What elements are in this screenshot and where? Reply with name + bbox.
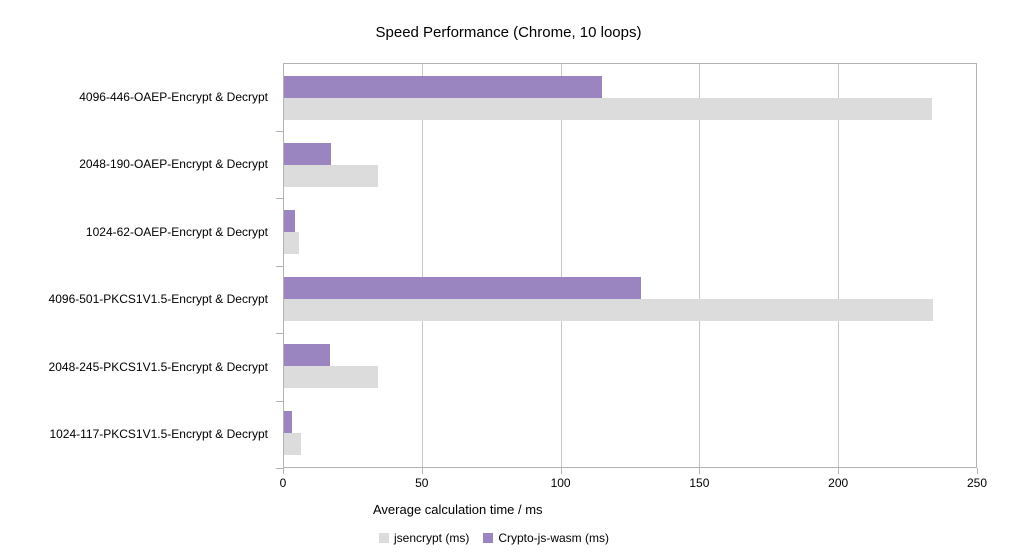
bar-jsencrypt — [284, 164, 379, 187]
gridline — [837, 64, 839, 467]
bar-jsencrypt — [284, 433, 301, 456]
bar-group — [284, 333, 976, 400]
bar-group — [284, 198, 976, 265]
category-label: 4096-446-OAEP-Encrypt & Decrypt — [79, 89, 268, 104]
x-axis-tick-labels: 0 50 100 150 200 250 — [279, 476, 987, 491]
bar-crypto-js-wasm — [284, 411, 293, 434]
category-label: 2048-245-PKCS1V1.5-Encrypt & Decrypt — [48, 359, 268, 374]
y-axis-tick — [276, 265, 284, 267]
category-label: 2048-190-OAEP-Encrypt & Decrypt — [79, 157, 268, 172]
plot-area — [283, 63, 977, 468]
bar-crypto-js-wasm — [284, 344, 330, 367]
chart-legend: jsencrypt (ms) Crypto-js-wasm (ms) — [0, 531, 988, 545]
x-axis-tick-label: 150 — [689, 476, 710, 490]
x-axis-title: Average calculation time / ms — [373, 502, 543, 517]
legend-label: Crypto-js-wasm (ms) — [498, 531, 609, 545]
bar-jsencrypt — [284, 231, 300, 254]
y-axis-tick — [276, 198, 284, 199]
bar-group — [284, 131, 976, 198]
x-axis-tick-label: 50 — [415, 476, 429, 490]
bar-crypto-js-wasm — [284, 75, 603, 98]
bar-group — [284, 64, 976, 131]
bar-crypto-js-wasm — [284, 142, 332, 165]
y-axis-tick — [276, 400, 284, 402]
x-axis-tick-label: 250 — [966, 476, 988, 490]
gridline — [422, 64, 424, 467]
gridline — [560, 64, 562, 467]
legend-item: jsencrypt (ms) — [378, 531, 470, 545]
x-axis-tick — [283, 468, 284, 474]
y-axis-tick — [276, 333, 284, 334]
y-axis-category-labels: 4096-446-OAEP-Encrypt & Decrypt 2048-190-… — [0, 63, 276, 468]
x-axis-tick — [421, 468, 423, 474]
legend-label: jsencrypt (ms) — [393, 531, 470, 545]
x-axis-tick — [838, 468, 840, 474]
category-label: 4096-501-PKCS1V1.5-Encrypt & Decrypt — [48, 292, 268, 307]
y-axis-tick — [276, 130, 284, 132]
x-axis-tick — [560, 468, 562, 474]
legend-swatch-jsencrypt — [378, 533, 389, 543]
x-axis-tick-label: 200 — [828, 476, 849, 490]
x-axis-ticks — [283, 468, 978, 474]
chart-title: Speed Performance (Chrome, 10 loops) — [375, 24, 642, 41]
bar-crypto-js-wasm — [284, 209, 296, 232]
y-axis-tick — [276, 468, 284, 469]
legend-swatch-crypto-js-wasm — [483, 533, 494, 543]
x-axis-tick — [977, 468, 978, 474]
legend-item: Crypto-js-wasm (ms) — [483, 531, 609, 545]
bar-jsencrypt — [284, 299, 934, 322]
bar-group — [284, 400, 976, 467]
bar-crypto-js-wasm — [284, 277, 642, 300]
x-axis-tick — [699, 468, 701, 474]
x-axis-tick-label: 100 — [550, 476, 571, 490]
x-axis-tick-label: 0 — [279, 476, 287, 490]
bar-jsencrypt — [284, 97, 932, 120]
category-label: 1024-117-PKCS1V1.5-Encrypt & Decrypt — [49, 427, 268, 442]
bar-group — [284, 266, 976, 333]
bar-jsencrypt — [284, 366, 379, 389]
gridline — [699, 64, 701, 467]
category-label: 1024-62-OAEP-Encrypt & Decrypt — [85, 224, 268, 239]
